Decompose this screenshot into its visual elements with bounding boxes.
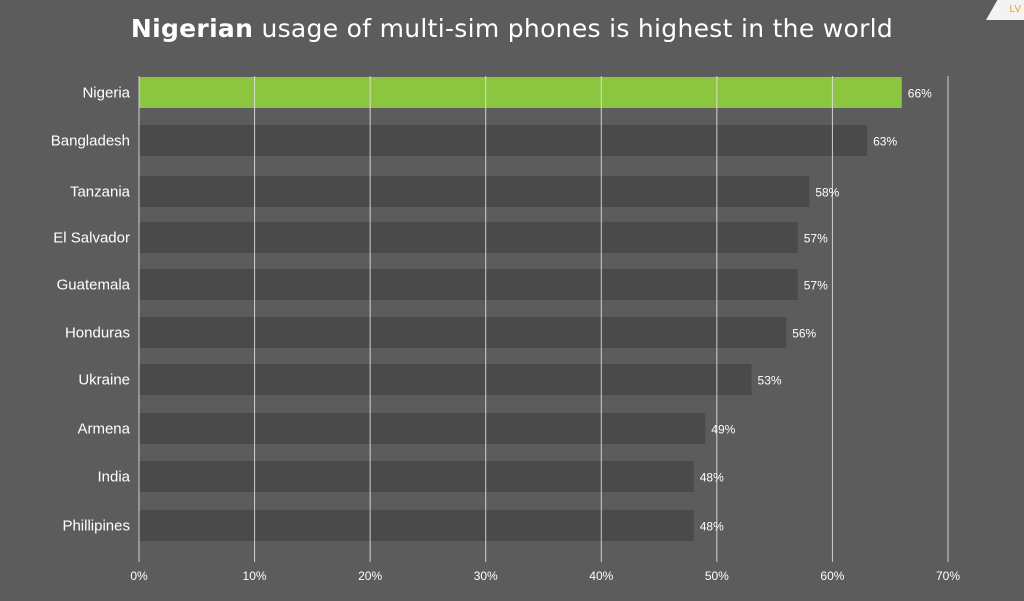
x-tick-label: 50% [705,569,729,583]
corner-logo: LV [986,0,1024,20]
x-tick-label: 40% [589,569,613,583]
bar-armena [139,413,706,444]
bar-ukraine [139,364,752,395]
value-label: 66% [908,87,932,101]
value-label: 49% [711,423,735,437]
value-label: 57% [804,279,828,293]
corner-logo-text: LV [1009,4,1022,15]
category-label: Bangladesh [51,133,130,150]
value-label: 48% [700,471,724,485]
x-tick-label: 30% [474,569,498,583]
value-label: 56% [792,327,816,341]
x-tick-label: 70% [936,569,960,583]
x-tick-label: 20% [358,569,382,583]
bar-tanzania [139,176,810,207]
value-label: 57% [804,232,828,246]
x-tick-label: 0% [130,569,148,583]
bar-honduras [139,317,787,348]
bar-guatemala [139,269,798,300]
bar-bangladesh [139,125,868,156]
category-label: India [97,469,130,486]
category-label: Phillipines [62,518,130,535]
category-label: Nigeria [82,85,130,102]
category-label: Ukraine [78,372,130,389]
chart-title-rest: usage of multi-sim phones is highest in … [253,14,894,43]
category-label: Honduras [65,325,130,342]
chart-title-bold: Nigerian [130,14,254,43]
value-label: 58% [815,186,839,200]
category-label: Armena [77,421,130,438]
x-tick-label: 60% [820,569,844,583]
bar-india [139,461,694,492]
category-label: Tanzania [70,184,131,201]
bar-phillipines [139,510,694,541]
category-label: El Salvador [53,230,130,247]
value-label: 48% [700,520,724,534]
value-label: 63% [873,135,897,149]
x-tick-label: 10% [243,569,267,583]
category-label: Guatemala [57,277,131,294]
chart-title: Nigerian usage of multi-sim phones is hi… [0,14,1024,43]
bar-el-salvador [139,222,798,253]
value-label: 53% [758,374,782,388]
bar-nigeria [139,77,902,108]
